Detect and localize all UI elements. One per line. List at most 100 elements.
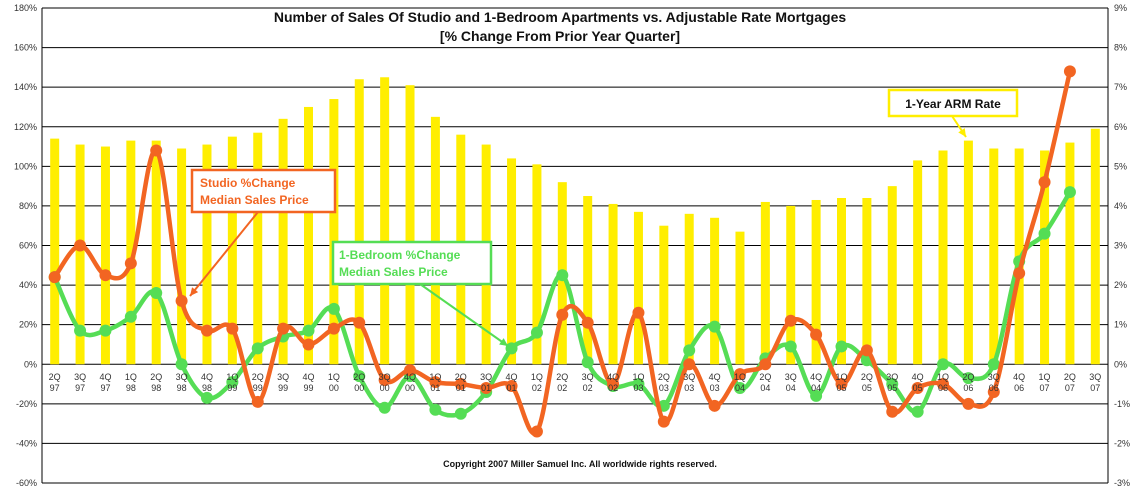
left-tick-label: 160%: [14, 43, 37, 53]
studio-point: [937, 378, 950, 391]
one-bedroom-point: [505, 342, 518, 355]
x-tick-label-year: 01: [507, 383, 517, 393]
studio-point: [505, 380, 518, 393]
x-tick-label-year: 06: [963, 383, 973, 393]
x-tick-label-year: 03: [659, 383, 669, 393]
studio-point: [200, 324, 213, 337]
studio-callout-line1: Studio %Change: [200, 176, 296, 190]
x-tick-label-year: 05: [836, 383, 846, 393]
x-tick-label-quarter: 2Q: [658, 372, 670, 382]
arm-rate-bar: [837, 198, 846, 365]
arm-rate-bar: [227, 136, 237, 365]
arm-rate-bar: [75, 144, 85, 365]
studio-point: [353, 316, 366, 329]
studio-point: [581, 316, 594, 329]
arm-rate-bar: [659, 225, 669, 365]
studio-point: [480, 382, 493, 394]
studio-callout-box: [190, 168, 337, 214]
x-tick-label-year: 05: [887, 383, 897, 393]
arm-rate-bar: [760, 201, 770, 365]
x-tick-label-year: 02: [608, 383, 618, 393]
one-bedroom-point: [1063, 186, 1076, 199]
arm-rate-callout-label: 1-Year ARM Rate: [905, 97, 1001, 111]
x-tick-label-year: 05: [913, 383, 923, 393]
left-tick-label: -20%: [16, 399, 37, 409]
studio-point: [302, 338, 315, 351]
studio-point: [277, 322, 290, 335]
x-tick-label-year: 04: [786, 383, 796, 393]
axis-layer: -60% -40% -20% 0% 20% 40% 60% 80% 100% 120% 140% 16…: [14, 3, 1130, 488]
x-tick-label-quarter: 3Q: [886, 372, 898, 382]
studio-point: [124, 257, 137, 270]
one-bedroom-callout-line1: 1-Bedroom %Change: [339, 248, 461, 262]
x-tick-label-year: 00: [354, 383, 364, 393]
studio-point: [175, 294, 188, 307]
x-tick-label-quarter: 3Q: [379, 372, 391, 382]
one-bedroom-point: [632, 378, 645, 391]
x-tick-label-year: 03: [684, 383, 694, 393]
arm-rate-bar: [887, 186, 897, 365]
x-tick-label-year: 06: [989, 383, 999, 393]
arm-rate-bar: [735, 231, 745, 365]
x-tick-label-quarter: 3Q: [176, 372, 188, 382]
studio-point: [835, 378, 848, 391]
x-tick-label-quarter: 1Q: [226, 372, 238, 382]
arm-rate-bar: [684, 213, 694, 365]
x-tick-label-quarter: 2Q: [1064, 372, 1076, 382]
x-tick-label-year: 00: [380, 383, 390, 393]
arm-rate-bar: [100, 146, 110, 365]
studio-point: [860, 344, 873, 357]
x-tick-label-quarter: 1Q: [835, 372, 847, 382]
x-tick-label-quarter: 3Q: [74, 372, 86, 382]
studio-point: [911, 382, 924, 394]
one-bedroom-point: [708, 320, 721, 333]
right-tick-label: 1%: [1114, 320, 1127, 330]
one-bedroom-point: [124, 310, 137, 323]
arm-rate-bar: [710, 217, 720, 365]
one-bedroom-point: [251, 342, 264, 355]
x-tick-label-year: 01: [430, 383, 440, 393]
one-bedroom-point: [530, 326, 543, 339]
arm-rate-callout-arrow-head: [958, 128, 966, 137]
one-bedroom-point: [429, 403, 442, 416]
x-tick-label-year: 07: [1090, 383, 1100, 393]
studio-point: [632, 306, 645, 319]
studio-point: [759, 358, 772, 371]
studio-point: [1013, 267, 1026, 280]
x-tick-label-quarter: 4Q: [506, 372, 518, 382]
x-tick-label-year: 98: [177, 383, 187, 393]
one-bedroom-point: [99, 324, 112, 337]
x-tick-label-year: 99: [253, 383, 263, 393]
arm-rate-bar: [938, 150, 948, 365]
x-tick-label-year: 98: [151, 383, 161, 393]
x-tick-label-year: 97: [75, 383, 85, 393]
x-tick-label-quarter: 1Q: [632, 372, 644, 382]
x-tick-label-quarter: 4Q: [810, 372, 822, 382]
left-tick-label: 140%: [14, 82, 37, 92]
arm-rate-bar: [786, 205, 796, 365]
x-tick-label-year: 06: [1014, 383, 1024, 393]
arm-rate-bar: [177, 148, 187, 365]
one-bedroom-point: [937, 358, 950, 371]
right-tick-label: 0%: [1114, 359, 1127, 369]
x-tick-label-quarter: 2Q: [252, 372, 264, 382]
studio-point: [404, 364, 417, 377]
x-tick-label-year: 07: [1040, 383, 1050, 393]
x-tick-label-quarter: 4Q: [709, 372, 721, 382]
arm-rate-bar: [862, 198, 872, 365]
x-tick-label-quarter: 4Q: [201, 372, 213, 382]
one-bedroom-point: [835, 340, 848, 353]
studio-point: [657, 415, 670, 428]
x-tick-label-year: 00: [329, 383, 339, 393]
studio-callout-line2: Median Sales Price: [200, 193, 309, 207]
one-bedroom-point: [302, 324, 315, 337]
right-tick-label: 3%: [1114, 241, 1127, 251]
arm-rate-bar: [430, 116, 440, 365]
x-tick-label-year: 98: [126, 383, 136, 393]
arm-rate-bar: [633, 211, 643, 365]
x-tick-label-quarter: 1Q: [328, 372, 340, 382]
one-bedroom-point: [1038, 227, 1051, 240]
right-tick-label: 2%: [1114, 280, 1127, 290]
